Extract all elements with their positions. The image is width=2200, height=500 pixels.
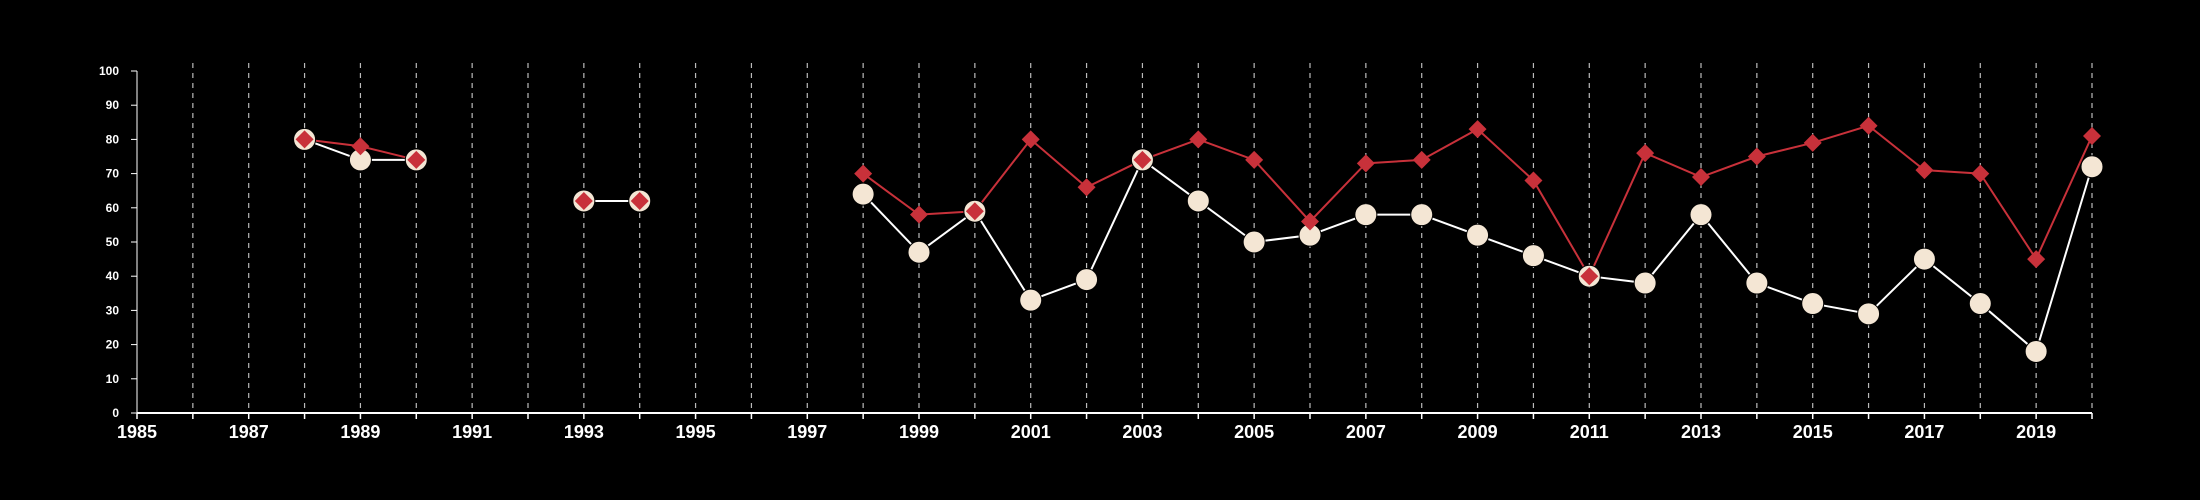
x-tick-label: 2005 bbox=[1234, 422, 1274, 442]
data-point-circle bbox=[1689, 203, 1713, 227]
data-point-circle bbox=[1801, 292, 1825, 316]
data-point-diamond bbox=[1245, 150, 1264, 169]
y-tick-label: 10 bbox=[106, 372, 120, 386]
y-tick-label: 80 bbox=[106, 132, 120, 146]
data-point-circle bbox=[1857, 302, 1881, 326]
y-tick-label: 70 bbox=[106, 167, 120, 181]
data-point-diamond bbox=[1636, 144, 1655, 163]
data-point-circle bbox=[1354, 203, 1378, 227]
data-point-circle bbox=[1968, 292, 1992, 316]
data-point-circle bbox=[907, 240, 931, 264]
x-tick-label: 1995 bbox=[676, 422, 716, 442]
y-tick-label: 30 bbox=[106, 303, 120, 317]
data-point-diamond bbox=[1133, 150, 1152, 169]
data-point-diamond bbox=[630, 191, 649, 210]
data-point-diamond bbox=[1859, 116, 1878, 135]
x-tick-label: 2013 bbox=[1681, 422, 1721, 442]
x-tick-label: 1985 bbox=[117, 422, 157, 442]
data-point-diamond bbox=[910, 205, 928, 224]
data-point-circle bbox=[2024, 339, 2048, 363]
data-point-circle bbox=[1186, 189, 1210, 213]
x-tick-label: 2003 bbox=[1122, 422, 1162, 442]
data-point-circle bbox=[1242, 230, 1266, 254]
x-tick-label: 2007 bbox=[1346, 422, 1386, 442]
data-point-diamond bbox=[2083, 126, 2101, 145]
data-point-diamond bbox=[1468, 120, 1487, 139]
data-point-diamond bbox=[574, 191, 593, 210]
data-point-diamond bbox=[1803, 133, 1822, 152]
y-tick-label: 50 bbox=[106, 235, 120, 249]
data-point-circle bbox=[1912, 247, 1936, 271]
data-point-diamond bbox=[1301, 212, 1319, 231]
grid-layer bbox=[192, 63, 2093, 413]
data-point-circle bbox=[1075, 268, 1099, 292]
data-point-diamond bbox=[1580, 267, 1599, 286]
data-point-diamond bbox=[854, 164, 873, 183]
data-point-circle bbox=[1521, 244, 1545, 268]
y-tick-label: 60 bbox=[106, 201, 120, 215]
x-tick-label: 2011 bbox=[1570, 422, 1609, 442]
data-point-diamond bbox=[1971, 164, 1990, 183]
data-point-circle bbox=[1633, 271, 1657, 295]
y-tick-label: 90 bbox=[106, 98, 120, 112]
x-tick-label: 2001 bbox=[1011, 422, 1051, 442]
x-tick-label: 1999 bbox=[899, 422, 939, 442]
data-point-circle bbox=[2080, 155, 2104, 179]
axes: 1985 1987 1989 1991 1993 1995 1997 1999 2001 2003… bbox=[99, 64, 2093, 442]
data-point-diamond bbox=[1747, 147, 1766, 166]
x-tick-label: 1991 bbox=[452, 422, 492, 442]
data-point-diamond bbox=[407, 150, 426, 169]
data-point-diamond bbox=[1189, 130, 1208, 149]
y-tick-label: 40 bbox=[106, 269, 120, 283]
data-point-diamond bbox=[1356, 154, 1375, 173]
x-tick-label: 1987 bbox=[229, 422, 269, 442]
data-point-diamond bbox=[295, 130, 314, 149]
y-tick-label: 20 bbox=[106, 338, 120, 352]
data-point-diamond bbox=[1692, 168, 1710, 187]
data-point-circle bbox=[1466, 223, 1490, 247]
x-tick-label: 2017 bbox=[1904, 422, 1944, 442]
data-point-diamond bbox=[2027, 250, 2046, 269]
x-tick-label: 1993 bbox=[564, 422, 604, 442]
x-tick-label: 1989 bbox=[340, 422, 380, 442]
data-point-diamond bbox=[965, 202, 984, 221]
x-tick-label: 2015 bbox=[1793, 422, 1833, 442]
data-point-diamond bbox=[1021, 130, 1040, 149]
y-tick-label: 0 bbox=[112, 406, 119, 420]
y-tick-label: 100 bbox=[99, 64, 119, 78]
data-point-diamond bbox=[1524, 171, 1543, 190]
data-point-diamond bbox=[1077, 178, 1096, 197]
data-point-circle bbox=[851, 182, 875, 206]
data-point-circle bbox=[1019, 288, 1043, 312]
data-point-circle bbox=[1745, 271, 1769, 295]
x-tick-label: 2009 bbox=[1458, 422, 1498, 442]
series-layer bbox=[293, 116, 2104, 363]
x-tick-label: 1997 bbox=[787, 422, 827, 442]
data-point-diamond bbox=[1412, 150, 1431, 169]
data-point-diamond bbox=[351, 137, 370, 156]
x-tick-label: 2019 bbox=[2016, 422, 2056, 442]
data-point-circle bbox=[1410, 203, 1434, 227]
data-point-diamond bbox=[1915, 161, 1934, 180]
